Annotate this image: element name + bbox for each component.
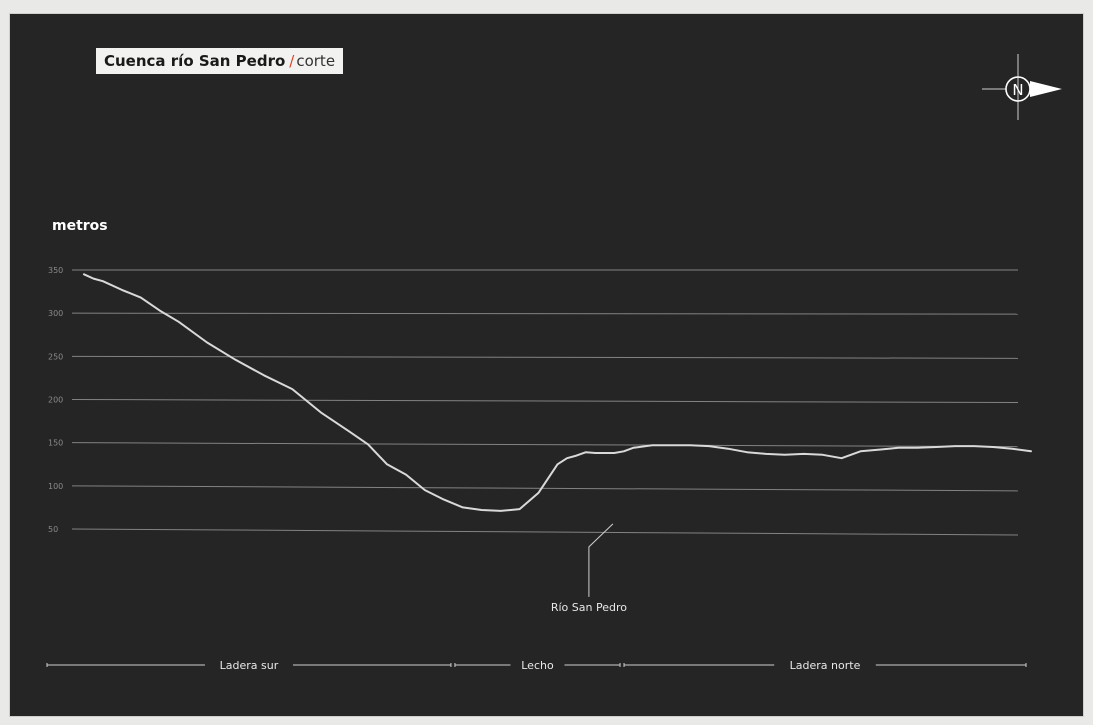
annotation-layer: Río San Pedro (551, 523, 627, 614)
y-axis-label: metros (52, 218, 108, 234)
y-tick-label: 150 (48, 439, 63, 448)
chart-title: Cuenca río San Pedro (104, 52, 286, 70)
grid-layer (71, 269, 1019, 536)
elevation-profile-line (83, 273, 1032, 512)
gridline (71, 355, 1019, 359)
gridline (71, 312, 1019, 315)
y-tick-label: 300 (48, 309, 63, 318)
zone-label: Lecho (521, 659, 554, 672)
y-tick-label: 50 (48, 525, 58, 534)
north-label: N (1012, 81, 1023, 99)
zone-label: Ladera norte (790, 659, 861, 672)
title-box: Cuenca río San Pedro / corte (96, 48, 344, 74)
title-separator: / (289, 52, 295, 70)
gridline (71, 528, 1019, 536)
north-arrow-icon: N (982, 54, 1062, 120)
y-tick-label: 350 (48, 266, 63, 275)
gridline (71, 399, 1019, 403)
y-tick-label: 200 (48, 396, 63, 405)
y-tick-label: 250 (48, 352, 63, 361)
gridline (71, 485, 1019, 492)
chart-board (10, 14, 1083, 716)
tick-layer: 350 300 250 200 150 100 50 (48, 266, 63, 534)
annotation-leader (588, 523, 614, 597)
zone-label: Ladera sur (220, 659, 279, 672)
y-tick-label: 100 (48, 482, 63, 491)
chart-subtitle: corte (296, 52, 336, 70)
gridline (71, 442, 1019, 448)
zone-layer: Ladera sur Lecho Ladera norte (46, 659, 1027, 672)
annotation-label: Río San Pedro (551, 601, 627, 614)
series-layer (83, 273, 1032, 512)
